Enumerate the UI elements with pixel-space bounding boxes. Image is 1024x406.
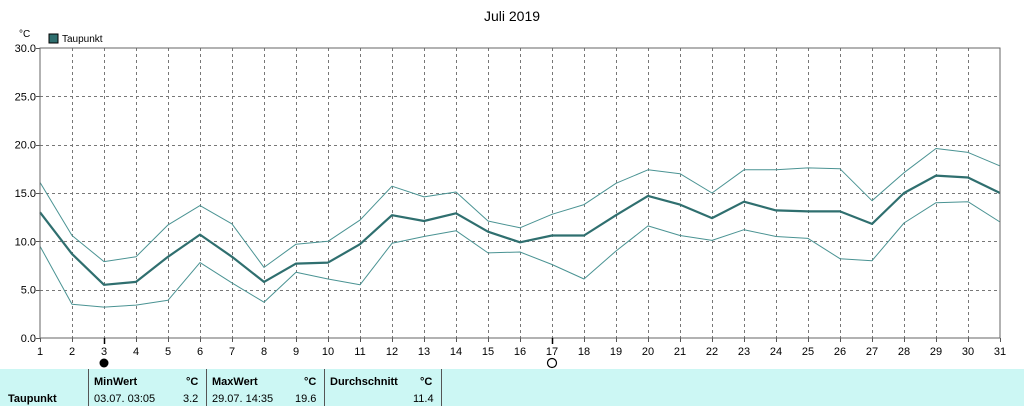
- x-tick-label: 15: [482, 346, 494, 358]
- x-tick-label: 5: [165, 346, 171, 358]
- full-moon-icon: [546, 357, 558, 369]
- y-tick-label: 30.0: [15, 43, 36, 55]
- dewpoint-chart: Juli 2019 °C Taupunkt 1 2 3 4 5 6 7 8 9 10 11 12 13 1…: [15, 8, 1006, 369]
- max-unit: °C: [304, 376, 317, 388]
- x-tick-label: 26: [834, 346, 846, 358]
- stats-row-label: Taupunkt: [8, 393, 57, 405]
- stats-divider: [206, 369, 207, 406]
- series-line-max: [39, 148, 1001, 268]
- x-tick-label: 31: [994, 346, 1006, 358]
- x-tick-label: 22: [706, 346, 718, 358]
- x-tick-label: 1: [37, 346, 43, 358]
- series-line-mean: [39, 174, 1001, 286]
- min-value: 3.2: [183, 393, 199, 405]
- x-tick-label: 8: [261, 346, 267, 358]
- avg-value: 11.4: [413, 393, 434, 405]
- x-tick-label: 17: [546, 346, 558, 358]
- x-tick-label: 12: [386, 346, 398, 358]
- min-unit: °C: [186, 376, 199, 388]
- chart-title: Juli 2019: [484, 8, 540, 24]
- x-tick-label: 2: [69, 346, 75, 358]
- stats-divider: [88, 369, 89, 406]
- max-datetime: 29.07. 14:35: [212, 393, 274, 405]
- y-axis-unit: °C: [19, 29, 30, 40]
- x-tick-label: 14: [450, 346, 462, 358]
- x-tick-label: 11: [354, 346, 365, 358]
- x-tick-label: 13: [418, 346, 430, 358]
- x-tick-label: 21: [674, 346, 686, 358]
- x-tick-label: 20: [642, 346, 654, 358]
- avg-unit: °C: [420, 376, 433, 388]
- y-tick-label: 20.0: [15, 140, 36, 152]
- x-tick-label: 6: [197, 346, 203, 358]
- x-tick-label: 27: [866, 346, 878, 358]
- max-value: 19.6: [295, 393, 317, 405]
- stats-divider: [441, 369, 442, 406]
- y-tick-label: 25.0: [15, 91, 36, 103]
- stats-divider: [324, 369, 325, 406]
- stats-table: Taupunkt MinWert °C 03.07. 03:05 3.2 Max…: [0, 369, 1024, 406]
- y-tick-label: 0.0: [21, 333, 36, 345]
- x-tick-label: 3: [101, 346, 107, 358]
- x-tick-label: 19: [610, 346, 622, 358]
- x-tick-label: 4: [133, 346, 139, 358]
- min-datetime: 03.07. 03:05: [94, 393, 156, 405]
- plot-frame: [39, 47, 1001, 339]
- x-tick-label: 29: [930, 346, 942, 358]
- x-tick-label: 23: [738, 346, 750, 358]
- x-tick-label: 9: [293, 346, 299, 358]
- x-tick-label: 28: [898, 346, 910, 358]
- x-tick-label: 7: [229, 346, 235, 358]
- series-line-min: [39, 201, 1001, 308]
- y-tick-label: 5.0: [21, 285, 36, 297]
- min-header: MinWert: [94, 376, 138, 388]
- x-tick-label: 10: [322, 346, 334, 358]
- y-tick-label: 10.0: [15, 236, 36, 248]
- x-tick-label: 18: [578, 346, 590, 358]
- x-tick-label: 30: [962, 346, 974, 358]
- y-tick-label: 15.0: [15, 188, 36, 200]
- max-header: MaxWert: [212, 376, 258, 388]
- legend-swatch: [48, 33, 59, 44]
- avg-header: Durchschnitt: [330, 376, 398, 388]
- x-tick-label: 16: [514, 346, 526, 358]
- new-moon-icon: [99, 358, 109, 368]
- x-tick-label: 24: [770, 346, 782, 358]
- x-tick-label: 25: [802, 346, 814, 358]
- legend-label: Taupunkt: [62, 34, 103, 45]
